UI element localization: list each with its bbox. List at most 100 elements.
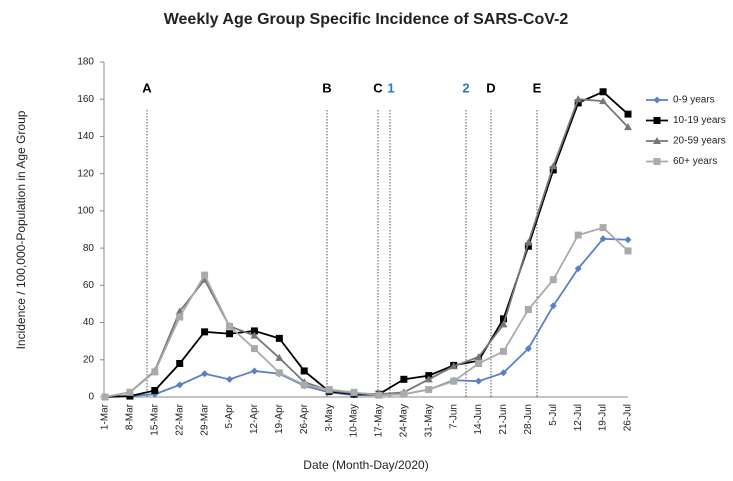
- legend-label: 10-19 years: [673, 115, 726, 126]
- data-point: [599, 224, 607, 232]
- event-label: A: [142, 80, 152, 95]
- y-tick-label: 80: [83, 243, 95, 254]
- legend-marker: [653, 158, 661, 165]
- y-tick-label: 180: [77, 57, 94, 68]
- data-point: [176, 381, 184, 389]
- x-tick-label: 21-Jun: [498, 404, 509, 435]
- event-label: E: [533, 80, 542, 95]
- data-point: [226, 375, 234, 383]
- data-point: [275, 369, 283, 377]
- data-point: [499, 315, 507, 323]
- y-tick-label: 140: [77, 131, 94, 142]
- data-point: [101, 393, 109, 401]
- y-tick-label: 0: [88, 392, 94, 403]
- data-point: [549, 302, 557, 310]
- y-tick-label: 40: [83, 317, 95, 328]
- legend-marker: [653, 137, 661, 144]
- data-point: [599, 235, 607, 243]
- data-point: [599, 88, 607, 96]
- data-point: [126, 392, 134, 400]
- legend-label: 0-9 years: [673, 95, 715, 106]
- data-point: [400, 390, 408, 398]
- data-point: [599, 97, 608, 105]
- event-label: C: [373, 80, 383, 95]
- x-tick-label: 26-Apr: [299, 403, 310, 434]
- data-point: [574, 231, 582, 239]
- data-point: [499, 347, 507, 355]
- event-label: 1: [387, 80, 394, 95]
- data-point: [574, 99, 582, 107]
- x-tick-label: 8-Mar: [125, 403, 136, 430]
- x-tick-label: 28-Jun: [523, 404, 534, 435]
- legend-label: 60+ years: [673, 156, 717, 167]
- data-point: [549, 162, 558, 170]
- data-point: [151, 386, 159, 394]
- x-tick-label: 14-Jun: [473, 404, 484, 435]
- data-point: [624, 236, 632, 244]
- legend-label: 20-59 years: [673, 136, 726, 147]
- data-point: [474, 352, 483, 360]
- y-axis-title: Incidence / 100,000-Population in Age Gr…: [14, 110, 28, 349]
- y-tick-label: 20: [83, 354, 95, 365]
- event-label: B: [322, 80, 331, 95]
- data-point: [574, 265, 582, 273]
- x-tick-label: 5-Apr: [224, 403, 235, 428]
- chart-title: Weekly Age Group Specific Incidence of S…: [164, 11, 569, 28]
- data-point: [624, 110, 632, 118]
- x-tick-label: 1-Mar: [100, 403, 111, 430]
- data-point: [549, 166, 557, 174]
- event-label: D: [486, 80, 495, 95]
- data-point: [424, 375, 433, 383]
- data-point: [201, 328, 209, 336]
- data-point: [524, 238, 533, 246]
- data-point: [250, 367, 258, 375]
- x-tick-label: 15-Mar: [149, 403, 160, 435]
- x-tick-label: 3-May: [324, 404, 335, 432]
- data-point: [151, 368, 159, 376]
- x-tick-label: 10-May: [349, 404, 360, 437]
- data-point: [300, 367, 308, 375]
- event-label: 2: [462, 80, 469, 95]
- x-axis-title: Date (Month-Day/2020): [303, 458, 428, 472]
- x-tick-label: 17-May: [374, 404, 385, 437]
- x-tick-label: 12-Apr: [249, 403, 260, 434]
- data-point: [226, 330, 234, 338]
- data-point: [624, 247, 632, 255]
- series-line: [104, 226, 629, 398]
- data-point: [574, 95, 583, 103]
- data-point: [624, 123, 632, 131]
- legend-marker: [653, 96, 661, 104]
- data-point: [400, 375, 408, 383]
- data-point: [499, 369, 507, 377]
- data-point: [475, 377, 483, 385]
- x-tick-label: 19-Apr: [274, 403, 285, 434]
- data-point: [499, 320, 508, 328]
- data-point: [524, 345, 532, 353]
- x-tick-label: 5-Jul: [548, 404, 559, 426]
- data-point: [350, 388, 358, 396]
- data-point: [325, 386, 333, 394]
- data-point: [250, 331, 259, 339]
- x-tick-label: 24-May: [398, 404, 409, 437]
- data-point: [201, 271, 209, 279]
- y-tick-label: 100: [77, 206, 94, 217]
- data-point: [250, 327, 258, 335]
- data-point: [449, 362, 458, 370]
- data-point: [524, 306, 532, 314]
- data-point: [126, 388, 134, 396]
- data-point: [425, 386, 433, 394]
- x-tick-label: 12-Jul: [573, 404, 584, 431]
- data-point: [176, 313, 184, 321]
- x-tick-label: 31-May: [423, 404, 434, 437]
- data-point: [300, 381, 308, 389]
- data-point: [176, 360, 184, 367]
- data-point: [275, 334, 283, 342]
- series-line: [104, 98, 629, 398]
- data-point: [450, 377, 458, 385]
- x-tick-label: 7-Jun: [448, 404, 459, 429]
- series-line: [104, 90, 629, 398]
- data-point: [226, 322, 234, 330]
- data-point: [475, 360, 483, 367]
- data-point: [375, 391, 383, 399]
